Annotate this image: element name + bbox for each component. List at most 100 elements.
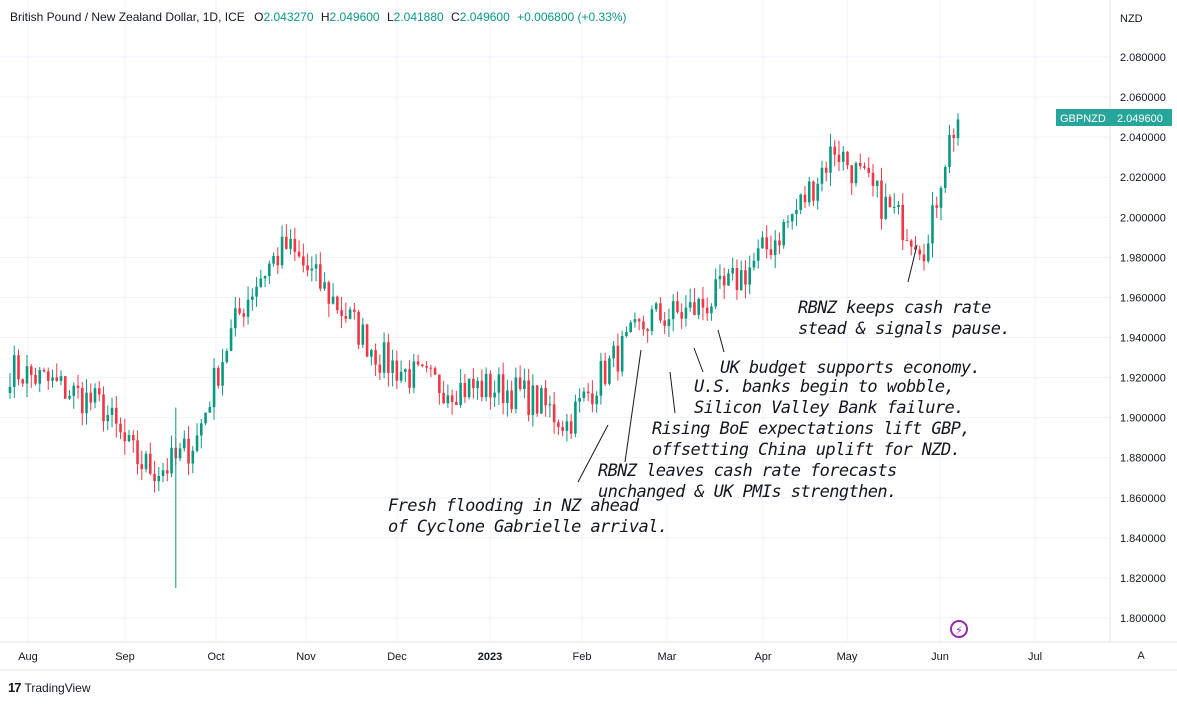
candle: [956, 113, 960, 146]
candle-body: [89, 392, 93, 403]
candle-body: [182, 438, 186, 449]
price-tick-label: 1.880000: [1120, 453, 1166, 465]
tradingview-logo-text: TradingView: [24, 680, 91, 695]
candle: [820, 160, 824, 192]
candle-body: [863, 166, 866, 168]
candle-body: [387, 342, 390, 373]
annotation-leader-lines: [577, 244, 918, 483]
candle: [80, 381, 84, 426]
time-tick-label: Sep: [115, 651, 135, 663]
open-value: 2.043270: [263, 10, 314, 24]
candle-body: [884, 196, 888, 219]
candle: [131, 430, 135, 453]
candle-body: [251, 296, 254, 300]
candle: [892, 193, 896, 214]
candle: [676, 291, 679, 314]
candle-body: [136, 440, 139, 465]
candle-body: [735, 268, 739, 291]
candle-body: [697, 298, 700, 315]
candle: [357, 309, 360, 350]
candle-body: [404, 369, 407, 372]
candle: [399, 360, 403, 384]
candle: [280, 225, 284, 269]
annotation-leader-line: [693, 347, 704, 373]
candle: [182, 430, 186, 452]
candle-body: [756, 248, 760, 261]
candle-body: [752, 260, 756, 268]
candle: [705, 297, 709, 321]
candle-body: [824, 167, 828, 173]
candle: [489, 370, 492, 410]
candle: [293, 227, 297, 261]
candle: [829, 133, 832, 186]
candle: [425, 361, 428, 373]
candle: [344, 302, 348, 323]
candle: [693, 288, 696, 316]
candle: [234, 296, 237, 337]
candle: [229, 319, 233, 352]
symbol-legend[interactable]: British Pound / New Zealand Dollar, 1D, …: [10, 10, 627, 24]
candle: [442, 380, 445, 404]
time-tick-label: Feb: [573, 651, 592, 663]
candle: [697, 297, 700, 320]
candle: [952, 128, 956, 152]
candle-body: [293, 238, 297, 252]
candle: [114, 395, 118, 438]
annotation-leader-line: [669, 371, 676, 414]
candle: [272, 252, 275, 267]
price-tick-label: 2.000000: [1120, 212, 1166, 224]
candle: [55, 363, 59, 382]
candle-body: [187, 438, 190, 464]
candle: [268, 260, 271, 285]
candle-body: [433, 368, 437, 375]
candle-body: [722, 275, 726, 286]
candle: [165, 458, 169, 482]
price-tick-label: 1.960000: [1120, 292, 1166, 304]
candle-body: [714, 279, 717, 307]
candle: [654, 301, 658, 313]
candle: [221, 348, 224, 396]
candle-body: [650, 309, 654, 332]
candle: [710, 303, 713, 321]
candle: [574, 394, 577, 438]
candle: [935, 196, 939, 218]
candle-body: [544, 388, 547, 406]
candle-body: [472, 378, 475, 388]
candle: [480, 369, 484, 402]
candle-body: [12, 355, 16, 387]
time-tick-label: Jun: [931, 651, 949, 663]
candle-body: [701, 298, 705, 308]
candle: [200, 419, 203, 449]
candle: [12, 345, 16, 398]
candle: [531, 374, 535, 427]
candle-body: [497, 374, 501, 393]
candle: [718, 264, 722, 289]
candle-body: [510, 390, 513, 410]
auto-scale-button[interactable]: A: [1137, 650, 1145, 662]
candle-body: [221, 362, 224, 386]
candle: [408, 360, 411, 394]
candle: [97, 381, 101, 402]
candle: [667, 308, 671, 337]
lightning-icon[interactable]: ⚡: [950, 620, 968, 638]
tradingview-logo[interactable]: 17 TradingView: [8, 680, 91, 695]
symbol-title: British Pound / New Zealand Dollar, 1D, …: [10, 10, 245, 24]
candle-body: [229, 328, 233, 351]
candle-body: [238, 308, 241, 314]
candle-body: [153, 473, 156, 482]
candle-body: [234, 308, 237, 329]
candle-body: [246, 299, 250, 317]
candle: [939, 185, 943, 221]
candle: [446, 384, 450, 408]
annotation-line-1: RBNZ keeps cash rate: [798, 298, 991, 318]
candle: [38, 367, 42, 393]
candle-body: [637, 319, 641, 322]
candle-body: [157, 475, 161, 482]
candle-body: [161, 470, 165, 476]
candle: [535, 384, 539, 417]
candle: [187, 426, 190, 476]
candle: [353, 302, 356, 320]
low-label: L: [386, 10, 394, 24]
candle-body: [140, 464, 144, 470]
